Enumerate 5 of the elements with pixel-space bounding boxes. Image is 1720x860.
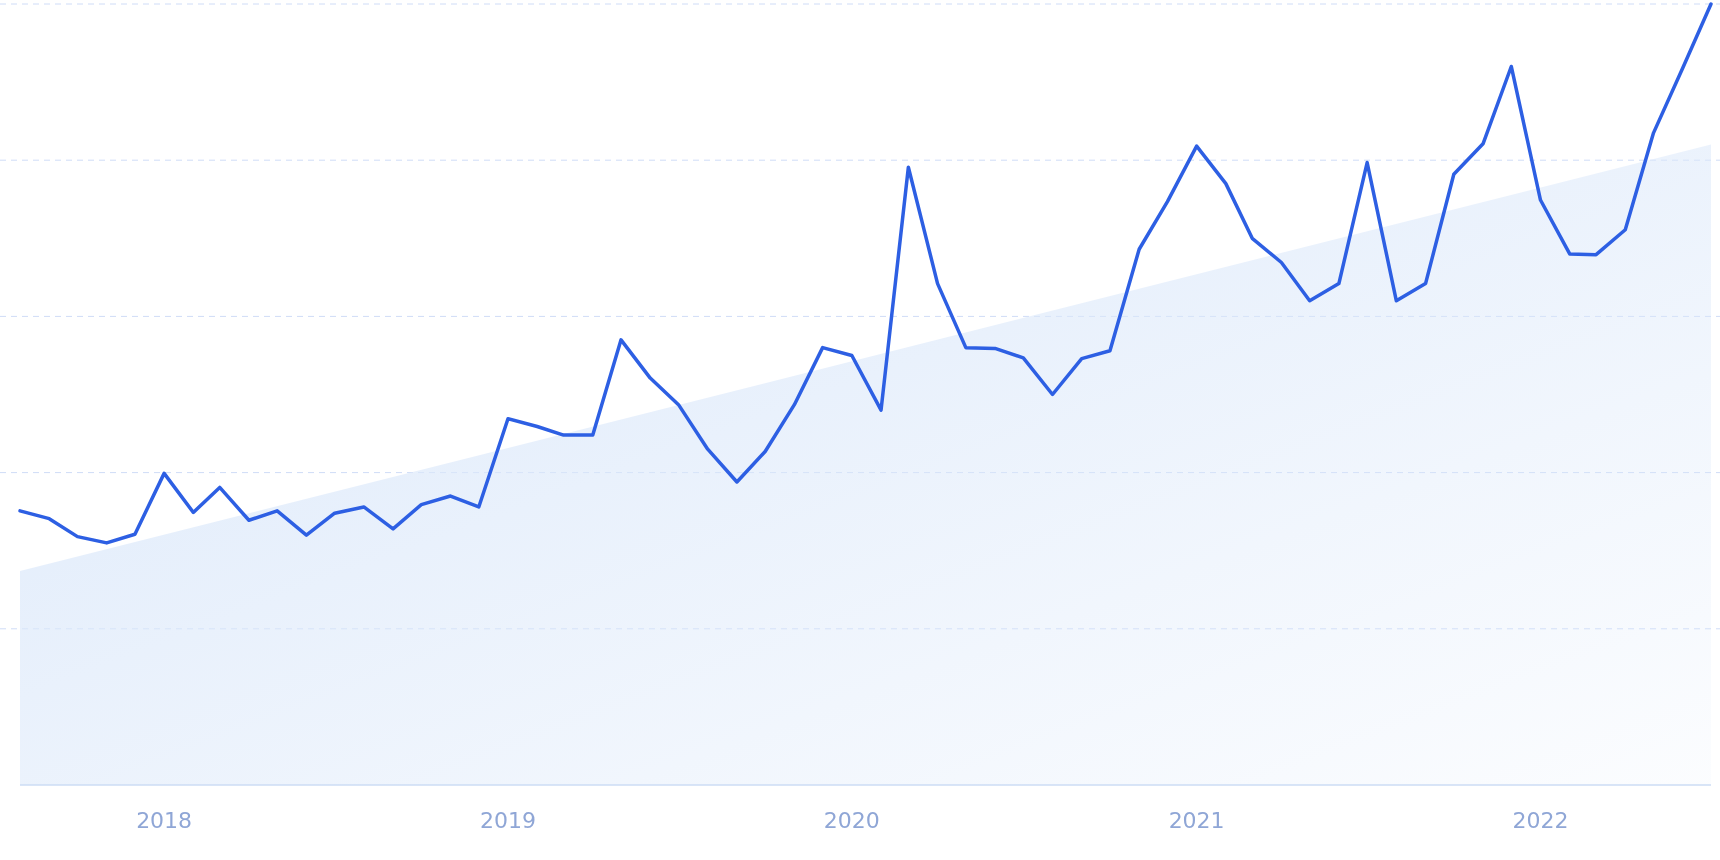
x-tick-label: 2022 (1512, 808, 1569, 833)
x-tick-label: 2019 (479, 808, 536, 833)
x-tick-label: 2018 (136, 808, 193, 833)
x-tick-label: 2021 (1168, 808, 1225, 833)
x-tick-label: 2020 (823, 808, 880, 833)
